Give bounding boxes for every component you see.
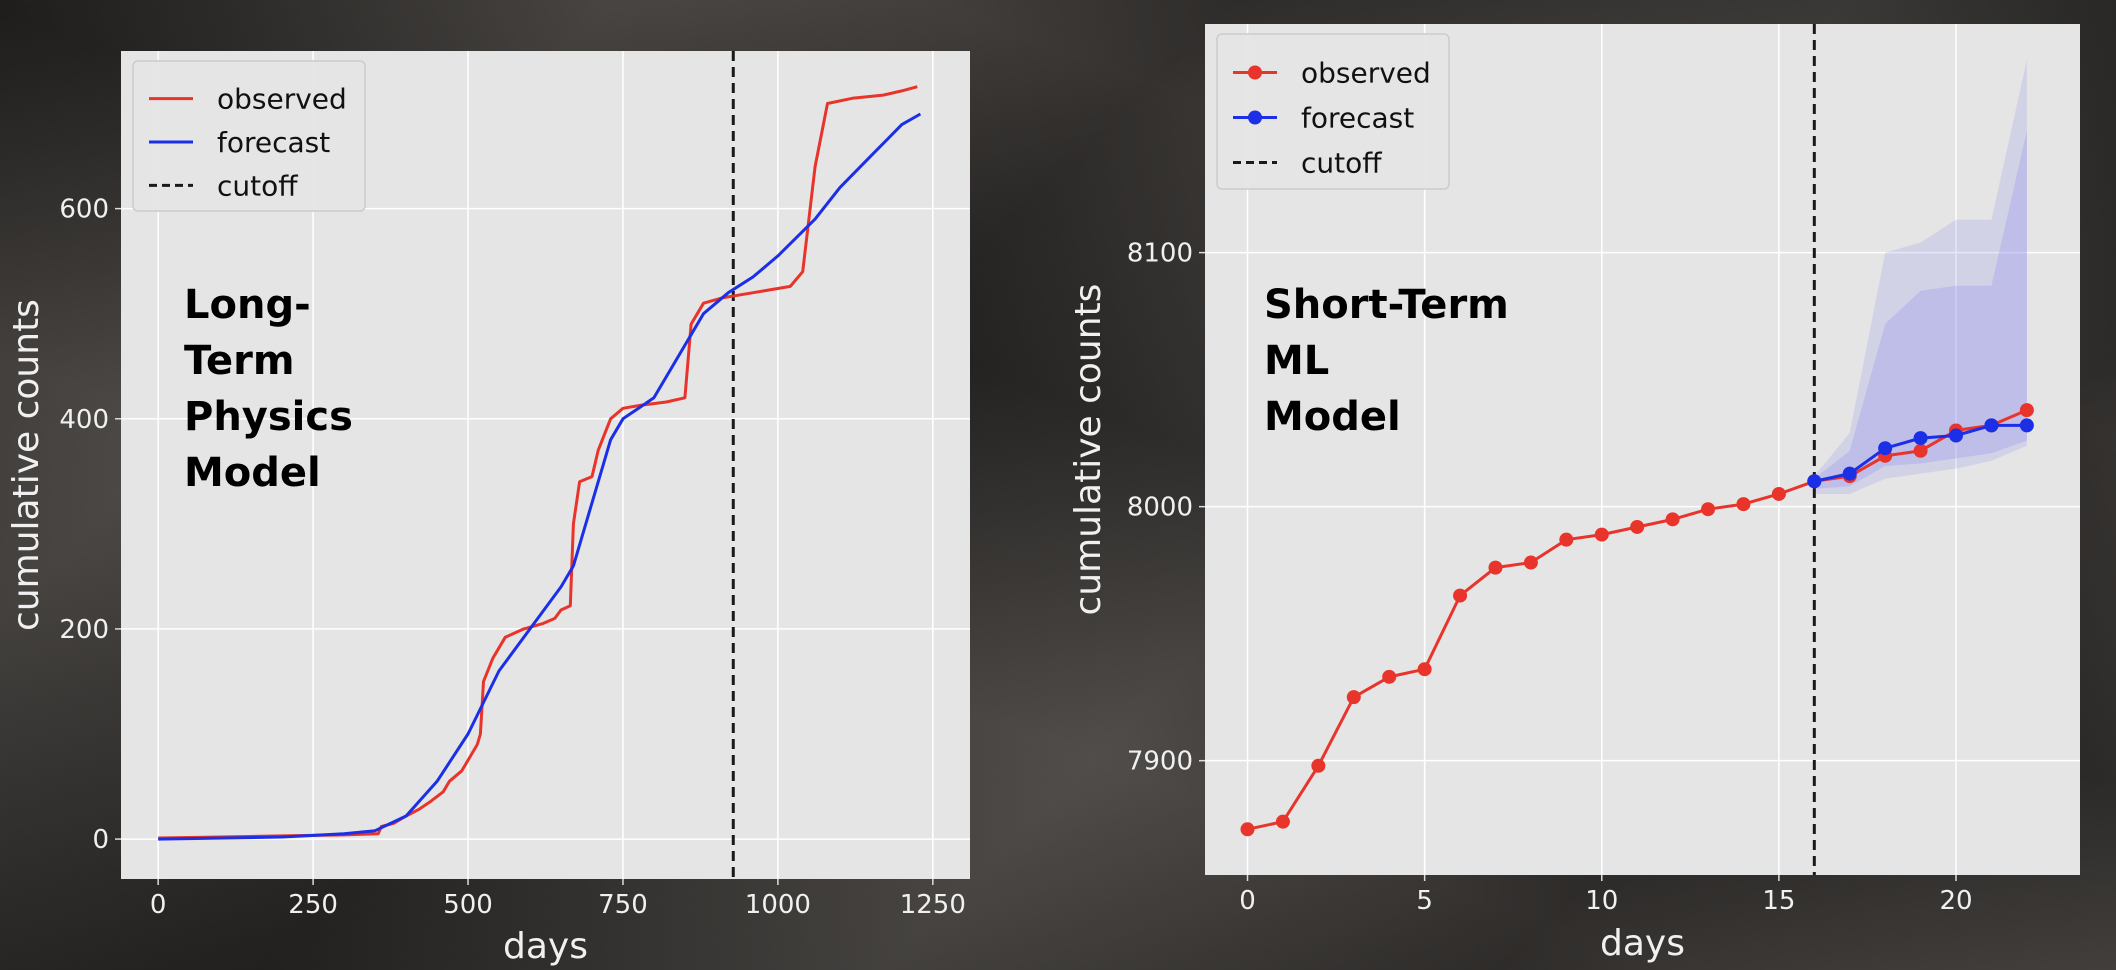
x-tick-label: 20 bbox=[1939, 886, 1972, 916]
y-axis-label: cumulative counts bbox=[1068, 284, 1109, 616]
point-observed bbox=[1913, 443, 1928, 458]
legend-label-cutoff: cutoff bbox=[217, 169, 298, 202]
y-tick-label: 200 bbox=[59, 615, 109, 645]
point-observed bbox=[1736, 497, 1751, 512]
uncertainty-band-inner bbox=[1814, 130, 2027, 489]
point-observed bbox=[1701, 502, 1716, 517]
point-forecast bbox=[1949, 428, 1964, 443]
point-forecast bbox=[1878, 441, 1893, 456]
point-forecast bbox=[1807, 474, 1822, 489]
point-observed bbox=[1665, 512, 1680, 527]
point-observed bbox=[1771, 486, 1786, 501]
x-tick-label: 0 bbox=[150, 890, 167, 920]
legend: observed forecast cutoff bbox=[1216, 33, 1450, 190]
y-tick-label: 400 bbox=[59, 405, 109, 435]
legend-label-observed: observed bbox=[1301, 57, 1431, 90]
legend-label-forecast: forecast bbox=[217, 126, 330, 159]
series-line-forecast bbox=[158, 112, 922, 841]
point-observed bbox=[1240, 822, 1255, 837]
point-observed bbox=[1346, 690, 1361, 705]
x-tick-label: 15 bbox=[1762, 886, 1795, 916]
x-tick-label: 1250 bbox=[900, 890, 966, 920]
point-observed bbox=[1594, 527, 1609, 542]
x-tick-label: 1000 bbox=[745, 890, 811, 920]
legend-label-forecast: forecast bbox=[1301, 102, 1414, 135]
point-forecast bbox=[1842, 466, 1857, 481]
chart-1: 0 5 10 15 20 7900 8000 8100 days cumulative count… bbox=[1068, 24, 2080, 964]
x-tick-label: 500 bbox=[443, 890, 493, 920]
legend-marker-forecast bbox=[1248, 110, 1262, 125]
legend-marker-observed bbox=[1248, 65, 1262, 80]
point-observed bbox=[1311, 758, 1326, 773]
series-line-observed bbox=[158, 85, 918, 840]
x-tick-label: 5 bbox=[1416, 886, 1433, 916]
point-observed bbox=[1488, 560, 1503, 575]
point-forecast bbox=[1984, 418, 1999, 433]
point-forecast bbox=[2019, 418, 2034, 433]
point-observed bbox=[1382, 669, 1397, 684]
point-forecast bbox=[1913, 431, 1928, 446]
y-tick-label: 8000 bbox=[1127, 493, 1193, 523]
x-tick-label: 250 bbox=[288, 890, 338, 920]
y-tick-label: 8100 bbox=[1127, 239, 1193, 269]
chart-0: 0 250 500 750 1000 1250 0 200 400 600 days cumulati… bbox=[6, 51, 970, 967]
point-observed bbox=[1417, 662, 1432, 677]
x-tick-label: 0 bbox=[1239, 886, 1256, 916]
annotation-short-term: Short-Term ML Model bbox=[1264, 282, 1509, 440]
annotation-long-term: Long- Term Physics Model bbox=[184, 282, 353, 496]
y-tick-label: 600 bbox=[59, 195, 109, 225]
point-observed bbox=[1630, 519, 1645, 534]
point-observed bbox=[1559, 532, 1574, 547]
uncertainty-band-outer bbox=[1814, 59, 2027, 494]
point-observed bbox=[2019, 403, 2034, 418]
legend: observed forecast cutoff bbox=[132, 60, 366, 212]
y-tick-label: 0 bbox=[92, 825, 109, 855]
point-observed bbox=[1453, 588, 1468, 603]
point-observed bbox=[1523, 555, 1538, 570]
y-axis-label: cumulative counts bbox=[6, 299, 47, 631]
y-tick-label: 7900 bbox=[1127, 747, 1193, 777]
point-observed bbox=[1275, 814, 1290, 829]
x-tick-label: 10 bbox=[1585, 886, 1618, 916]
legend-label-observed: observed bbox=[217, 83, 347, 116]
x-tick-label: 750 bbox=[598, 890, 648, 920]
x-axis-label: days bbox=[1600, 923, 1685, 964]
legend-label-cutoff: cutoff bbox=[1301, 147, 1382, 180]
x-axis-label: days bbox=[503, 926, 588, 967]
